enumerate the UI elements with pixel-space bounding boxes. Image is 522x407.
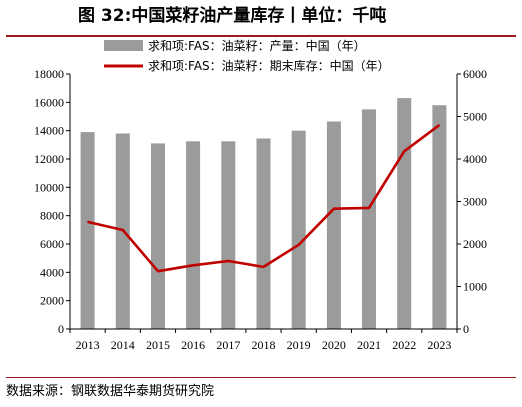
y-left-tick-label: 10000 [34,180,64,194]
x-tick-label: 2017 [216,338,240,352]
line-point-2015 [157,270,159,272]
bar-series [80,98,447,330]
y-left-tick-label: 16000 [34,95,64,109]
y-left-tick-label: 14000 [34,124,64,138]
source-note: 数据来源：钢联数据华泰期货研究院 [6,384,215,399]
x-tick-label: 2019 [287,338,311,352]
y-left-tick-label: 0 [58,322,64,336]
legend-bar-label: 求和项:FAS：油菜籽：产量：中国（年） [148,38,366,53]
bar-2022 [397,98,412,329]
line-point-2022 [403,150,405,152]
chart: 求和项:FAS：油菜籽：产量：中国（年） 求和项:FAS：油菜籽：期末库存：中国（… [34,38,487,352]
x-tick-label: 2022 [392,338,416,352]
bar-2018 [256,138,271,329]
x-tick-label: 2020 [322,338,346,352]
line-point-2021 [368,207,370,209]
x-tick-label: 2016 [181,338,205,352]
legend: 求和项:FAS：油菜籽：产量：中国（年） 求和项:FAS：油菜籽：期末库存：中国（… [104,38,390,73]
y-right-tick-label: 1000 [463,280,487,294]
legend-bar-swatch [104,40,143,51]
y-left-tick-label: 4000 [40,265,64,279]
legend-line-label: 求和项:FAS：油菜籽：期末库存：中国（年） [148,58,390,73]
y-right-tick-label: 5000 [463,110,487,124]
bar-2016 [186,141,201,329]
axes: 0200040006000800010000120001400016000180… [34,67,487,352]
line-point-2023 [438,124,440,126]
line-series [87,123,441,273]
line-point-2017 [227,260,229,262]
bar-2023 [432,105,447,329]
line-point-2020 [333,208,335,210]
title-divider [6,35,516,37]
y-left-tick-label: 18000 [34,67,64,81]
y-left-tick-label: 12000 [34,152,64,166]
x-tick-label: 2018 [252,338,276,352]
x-tick-label: 2015 [146,338,170,352]
bar-2017 [221,141,236,329]
footer-divider [6,377,516,378]
line-point-2014 [122,229,124,231]
y-right-tick-label: 4000 [463,152,487,166]
y-right-tick-label: 6000 [463,67,487,81]
line-point-2016 [192,264,194,266]
x-tick-label: 2021 [357,338,381,352]
line-point-2019 [298,244,300,246]
chart-title: 图 32:中国菜籽油产量库存丨单位：千吨 [78,6,387,26]
x-tick-label: 2023 [427,338,451,352]
bar-2019 [291,130,306,329]
y-left-tick-label: 2000 [40,294,64,308]
y-right-tick-label: 0 [463,322,469,336]
bar-2015 [151,143,165,329]
x-tick-label: 2014 [111,338,135,352]
y-right-tick-label: 2000 [463,237,487,251]
bar-2021 [362,109,376,330]
y-left-tick-label: 6000 [40,237,64,251]
bar-2013 [80,132,95,329]
bar-2020 [326,121,341,329]
line-point-2013 [87,221,89,223]
line-point-2018 [263,266,264,268]
y-left-tick-label: 8000 [40,209,64,223]
y-right-tick-label: 3000 [463,195,487,209]
x-tick-label: 2013 [76,338,100,352]
